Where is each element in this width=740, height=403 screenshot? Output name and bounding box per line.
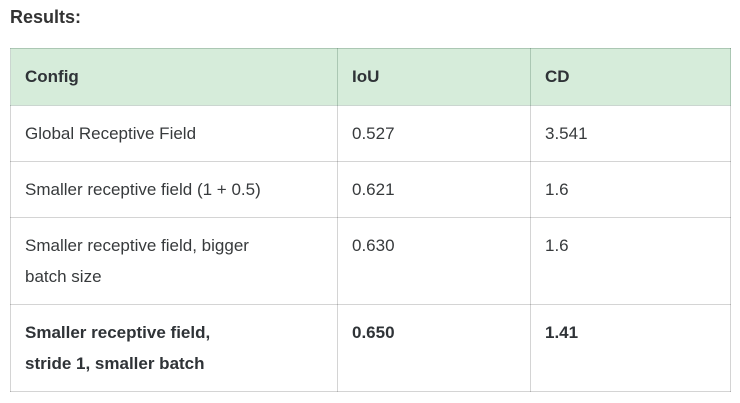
cd-cell: 3.541 [530,104,731,162]
table-row: Global Receptive Field 0.527 3.541 [10,104,731,162]
table-header-row: Config IoU CD [10,47,731,106]
document-page: Results: Config IoU CD Global Receptive … [10,7,731,392]
results-table: Config IoU CD Global Receptive Field 0.5… [10,47,731,392]
table-body: Global Receptive Field 0.527 3.541 Small… [10,104,731,392]
iou-cell: 0.621 [337,160,531,218]
table-row: Smaller receptive field, bigger batch si… [10,216,731,305]
table-row: Smaller receptive field, stride 1, small… [10,303,731,392]
config-cell: Smaller receptive field, bigger batch si… [10,216,338,305]
column-header-iou: IoU [337,47,531,106]
iou-cell: 0.630 [337,216,531,305]
table-row: Smaller receptive field (1 + 0.5) 0.621 … [10,160,731,218]
iou-cell: 0.650 [337,303,531,392]
cd-cell: 1.41 [530,303,731,392]
config-cell: Smaller receptive field, stride 1, small… [10,303,338,392]
iou-cell: 0.527 [337,104,531,162]
config-cell: Smaller receptive field (1 + 0.5) [10,160,338,218]
cd-cell: 1.6 [530,160,731,218]
cd-cell: 1.6 [530,216,731,305]
column-header-config: Config [10,47,338,106]
column-header-cd: CD [530,47,731,106]
config-cell: Global Receptive Field [10,104,338,162]
page-title: Results: [10,7,82,27]
